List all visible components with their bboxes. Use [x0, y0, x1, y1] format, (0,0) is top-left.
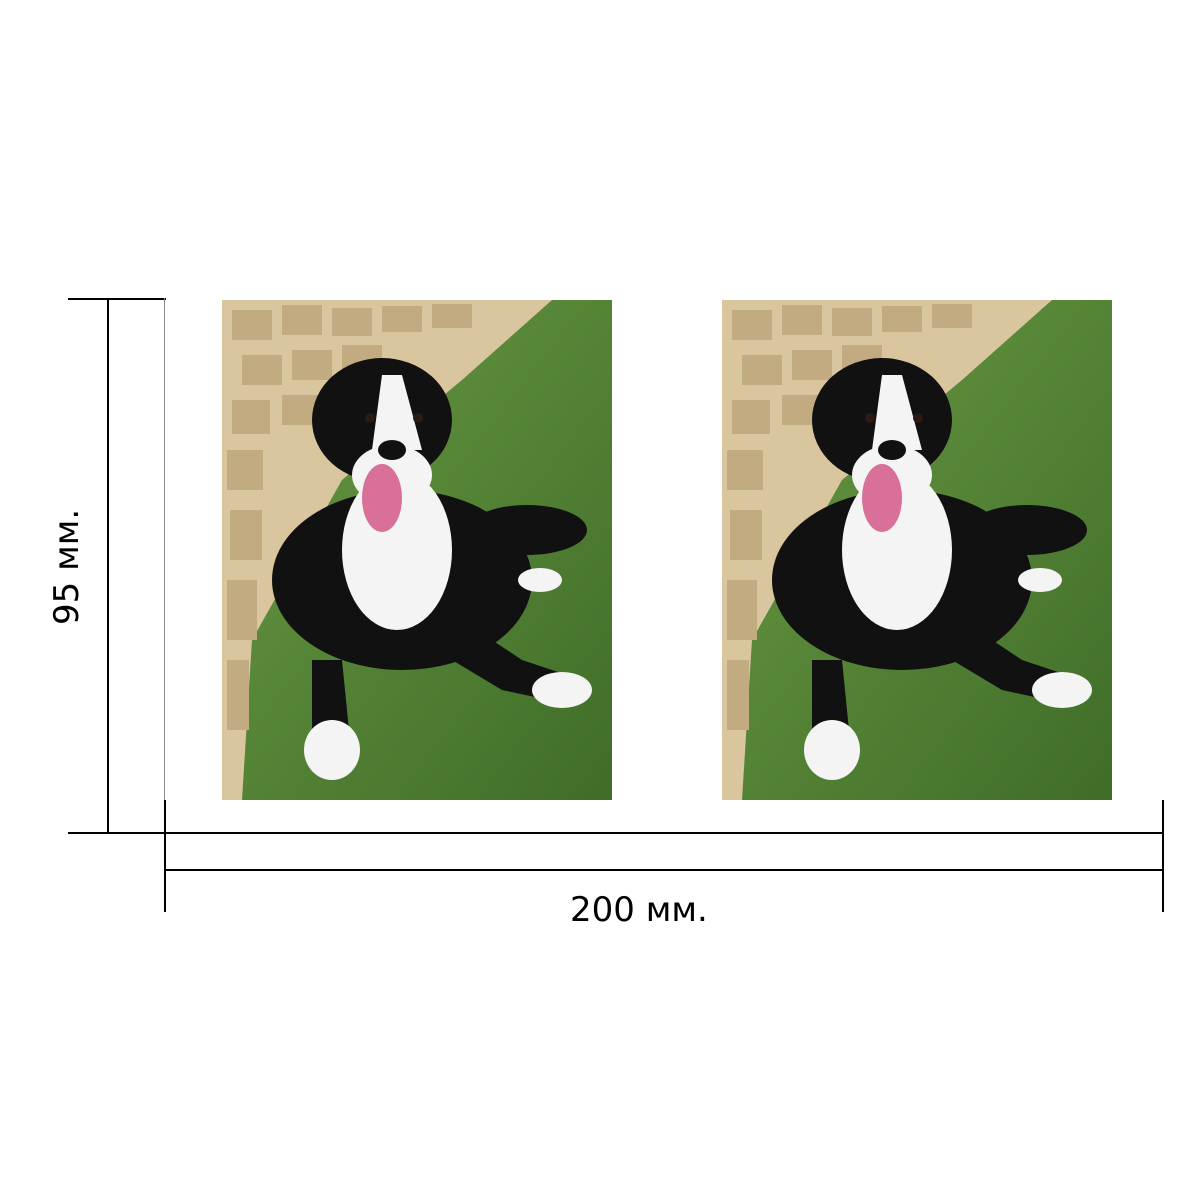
- dog-photo-left: [222, 300, 612, 800]
- dog-photo-right: [722, 300, 1112, 800]
- dim-v-line: [107, 298, 109, 834]
- dim-v-edge-line: [164, 298, 165, 834]
- dim-h-right-tick: [1162, 800, 1164, 912]
- width-label: 200 мм.: [570, 890, 708, 930]
- dim-h-line: [164, 869, 1164, 871]
- dim-h-top-line: [164, 832, 1164, 834]
- left-photo: [222, 300, 612, 800]
- dim-v-top-tick: [68, 298, 166, 300]
- dim-h-left-tick: [164, 800, 166, 912]
- height-label: 95 мм.: [47, 508, 87, 625]
- dim-v-bottom-tick: [68, 832, 166, 834]
- right-photo: [722, 300, 1112, 800]
- height-label-wrap: 95 мм.: [47, 455, 90, 625]
